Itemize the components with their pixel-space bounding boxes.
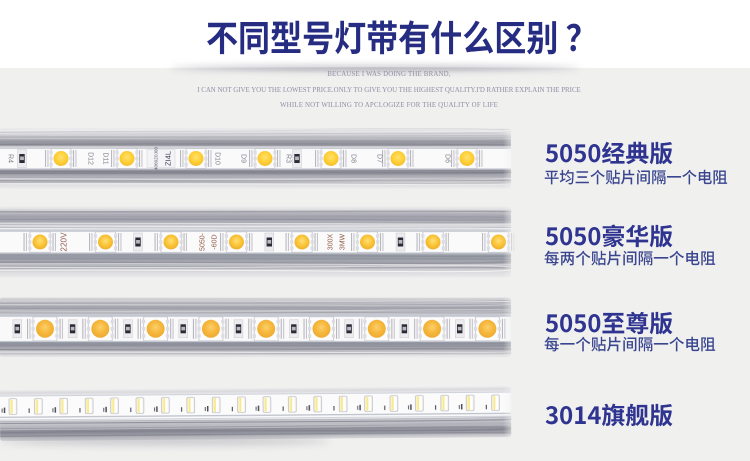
svg-text:D6: D6 [444, 154, 451, 163]
svg-text:5050-: 5050- [200, 232, 207, 251]
svg-text:D11: D11 [102, 152, 109, 164]
svg-text:4060Z0J09: 4060Z0J09 [154, 147, 159, 170]
svg-text:ZI4L: ZI4L [164, 151, 173, 166]
svg-text:D8: D8 [350, 154, 357, 163]
svg-text:300X: 300X [328, 234, 335, 251]
svg-text:R4: R4 [7, 154, 14, 163]
svg-text:-60D: -60D [212, 234, 219, 249]
svg-text:D10: D10 [214, 152, 221, 165]
svg-text:D9: D9 [240, 154, 247, 163]
svg-text:220V: 220V [60, 232, 69, 252]
svg-text:R3: R3 [285, 154, 292, 163]
svg-text:D12: D12 [87, 152, 94, 165]
svg-text:3MW: 3MW [340, 233, 347, 250]
svg-text:D7: D7 [376, 154, 383, 163]
